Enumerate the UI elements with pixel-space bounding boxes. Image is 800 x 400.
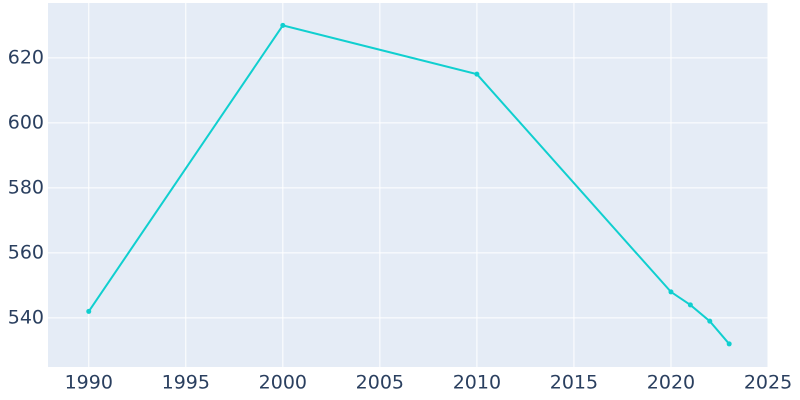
x-tick-label: 2015 — [550, 372, 598, 394]
point — [86, 308, 92, 314]
y-tick-label: 540 — [8, 306, 44, 328]
point — [474, 71, 480, 77]
point — [280, 22, 286, 28]
x-tick-label: 2020 — [647, 372, 695, 394]
point — [687, 302, 693, 308]
x-tick-label: 2005 — [356, 372, 404, 394]
x-tick-label: 1995 — [162, 372, 210, 394]
point — [668, 289, 674, 295]
point — [707, 318, 713, 324]
plot-background — [48, 3, 768, 367]
x-tick-label: 2000 — [259, 372, 307, 394]
x-tick-label: 2010 — [453, 372, 501, 394]
y-tick-label: 560 — [8, 241, 44, 263]
y-tick-label: 580 — [8, 176, 44, 198]
y-tick-label: 620 — [8, 46, 44, 68]
x-tick-label: 1990 — [65, 372, 113, 394]
x-tick-label: 2025 — [744, 372, 792, 394]
point — [726, 341, 732, 347]
y-tick-label: 600 — [8, 111, 44, 133]
